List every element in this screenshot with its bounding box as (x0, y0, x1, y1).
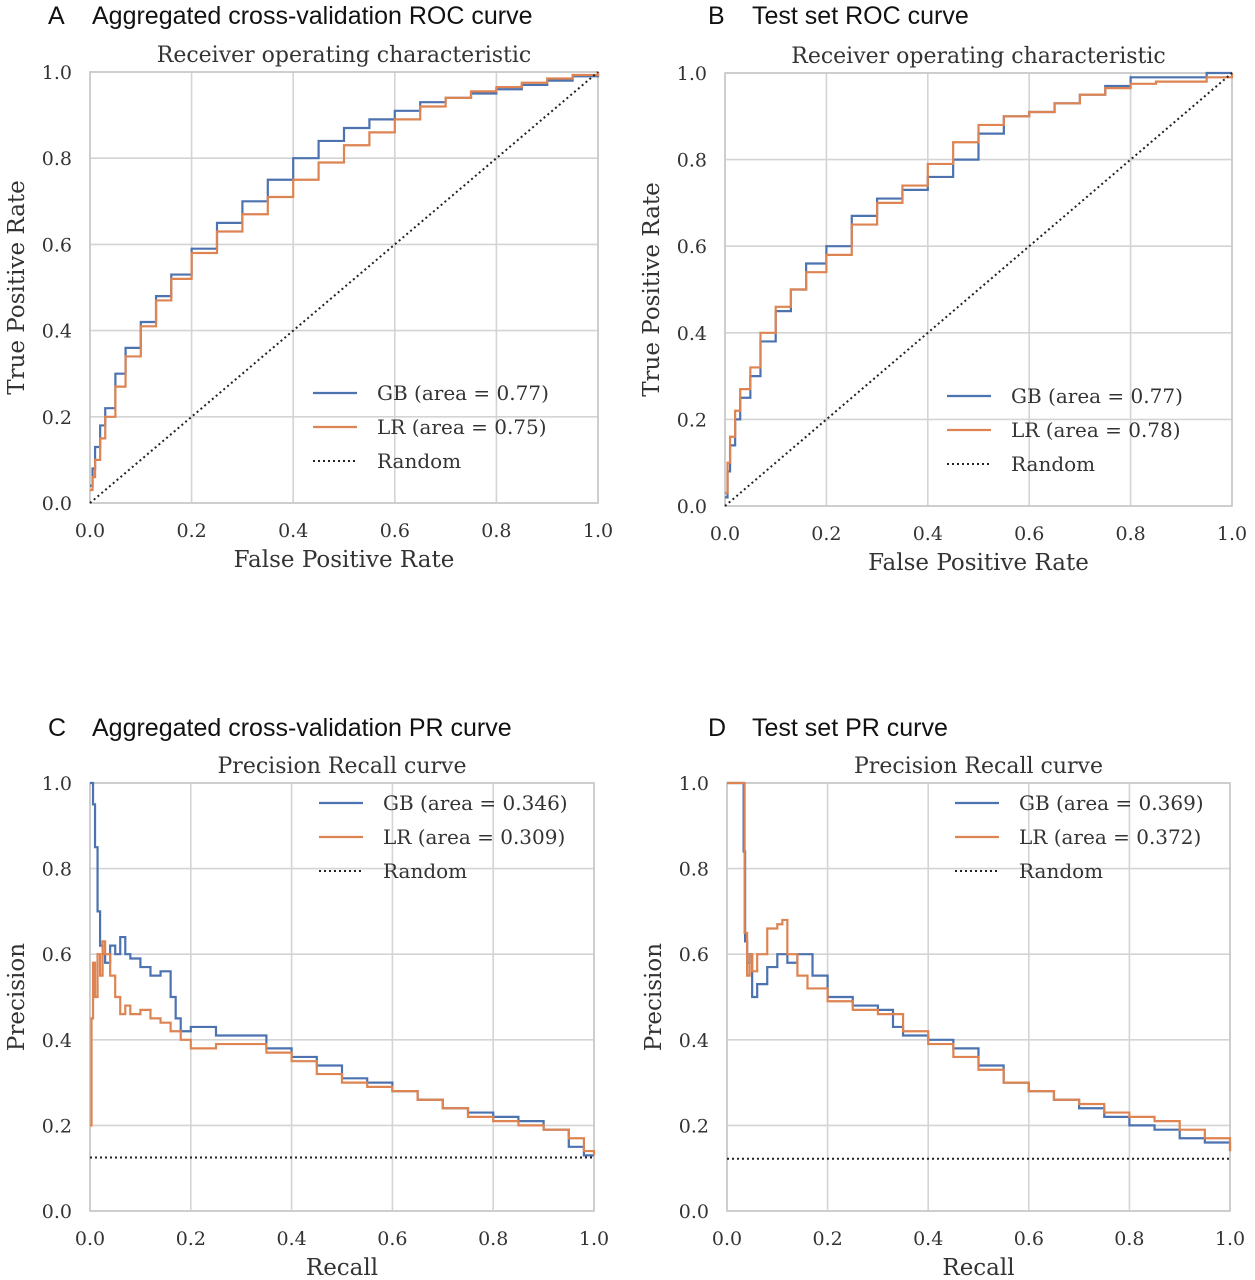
chart-title: Precision Recall curve (854, 754, 1103, 779)
legend-label-lr: LR (area = 0.309) (383, 825, 565, 849)
y-tick-label: 1.0 (677, 63, 707, 85)
plot-frame (724, 72, 1233, 507)
chart-title: Receiver operating characteristic (157, 43, 531, 68)
y-tick-label: 0.8 (42, 859, 72, 881)
x-tick-label: 0.8 (1114, 1228, 1144, 1250)
x-tick-label: 0.0 (710, 523, 740, 545)
panel-label: A (48, 2, 65, 30)
x-tick-label: 0.4 (913, 523, 943, 545)
x-tick-label: 0.0 (712, 1228, 742, 1250)
y-tick-label: 0.6 (677, 236, 707, 258)
legend-label-random: Random (1011, 452, 1095, 476)
x-axis-label: Recall (306, 1255, 378, 1280)
panel-label: D (708, 714, 726, 742)
x-tick-label: 0.8 (481, 520, 511, 542)
y-axis-label: Precision (4, 943, 30, 1051)
y-tick-label: 0.2 (677, 409, 707, 431)
y-tick-label: 1.0 (679, 773, 709, 795)
y-tick-label: 0.4 (42, 321, 72, 343)
series-line-random (724, 72, 1233, 507)
x-tick-label: 1.0 (1217, 523, 1247, 545)
y-axis-label: True Positive Rate (4, 180, 30, 395)
y-tick-label: 0.6 (42, 234, 72, 256)
x-tick-label: 0.0 (75, 1228, 105, 1250)
x-tick-label: 1.0 (583, 520, 613, 542)
series-line-lr (90, 72, 600, 492)
legend-label-lr: LR (area = 0.78) (1011, 418, 1181, 442)
panel-title: Test set ROC curve (752, 2, 969, 30)
legend-label-random: Random (383, 859, 467, 883)
plot-frame (89, 782, 595, 1212)
y-tick-label: 0.8 (679, 859, 709, 881)
x-tick-label: 0.2 (811, 523, 841, 545)
legend-label-gb: GB (area = 0.77) (377, 381, 549, 405)
y-tick-label: 1.0 (42, 773, 72, 795)
y-tick-label: 0.8 (42, 148, 72, 170)
x-tick-label: 0.4 (278, 520, 308, 542)
legend-label-lr: LR (area = 0.75) (377, 415, 547, 439)
x-tick-label: 0.8 (478, 1228, 508, 1250)
x-axis-label: False Positive Rate (234, 547, 455, 573)
panel-title: Aggregated cross-validation PR curve (92, 714, 512, 742)
plot-frame (726, 782, 1231, 1212)
y-axis-label: True Positive Rate (639, 182, 665, 397)
x-tick-label: 0.8 (1115, 523, 1145, 545)
legend-label-gb: GB (area = 0.77) (1011, 384, 1183, 408)
y-tick-label: 0.6 (42, 944, 72, 966)
series-line-random (89, 71, 599, 504)
panel-b: B Test set ROC curve Receiver operating ch… (639, 2, 1247, 576)
panel-c: C Aggregated cross-validation PR curve Pre… (4, 714, 609, 1280)
y-tick-label: 0.8 (677, 150, 707, 172)
legend-label-random: Random (1019, 859, 1103, 883)
x-tick-label: 0.4 (276, 1228, 306, 1250)
y-tick-label: 0.2 (679, 1115, 709, 1137)
series-line-lr (90, 940, 596, 1156)
panel-title: Test set PR curve (752, 714, 948, 742)
y-tick-label: 0.0 (42, 493, 72, 515)
panel-title: Aggregated cross-validation ROC curve (92, 2, 532, 30)
y-axis-label: Precision (641, 943, 667, 1051)
y-tick-label: 0.0 (679, 1201, 709, 1223)
x-tick-label: 0.6 (1014, 523, 1044, 545)
y-tick-label: 0.4 (677, 323, 707, 345)
x-tick-label: 0.2 (176, 520, 206, 542)
series-line-lr (727, 781, 1232, 1152)
x-tick-label: 1.0 (579, 1228, 609, 1250)
legend-label-random: Random (377, 449, 461, 473)
y-tick-label: 0.0 (677, 496, 707, 518)
y-tick-label: 0.2 (42, 1115, 72, 1137)
legend-label-gb: GB (area = 0.346) (383, 791, 568, 815)
y-tick-label: 0.6 (679, 944, 709, 966)
chart-title: Precision Recall curve (218, 754, 467, 779)
y-tick-label: 0.2 (42, 407, 72, 429)
y-tick-label: 0.0 (42, 1201, 72, 1223)
y-tick-label: 0.4 (679, 1030, 709, 1052)
legend-label-gb: GB (area = 0.369) (1019, 791, 1204, 815)
x-tick-label: 0.2 (176, 1228, 206, 1250)
x-tick-label: 0.6 (380, 520, 410, 542)
y-tick-label: 1.0 (42, 62, 72, 84)
plot-frame (89, 71, 599, 504)
panel-label: B (708, 2, 725, 30)
x-tick-label: 0.6 (377, 1228, 407, 1250)
chart-title: Receiver operating characteristic (791, 44, 1165, 69)
x-axis-label: False Positive Rate (868, 550, 1089, 576)
panel-a: A Aggregated cross-validation ROC curve Re… (4, 2, 613, 573)
x-tick-label: 0.6 (1014, 1228, 1044, 1250)
x-tick-label: 0.4 (913, 1228, 943, 1250)
panel-d: D Test set PR curve Precision Recall curve… (641, 714, 1245, 1280)
legend-label-lr: LR (area = 0.372) (1019, 825, 1201, 849)
series-line-lr (725, 73, 1234, 495)
x-tick-label: 0.0 (75, 520, 105, 542)
x-tick-label: 1.0 (1215, 1228, 1245, 1250)
x-tick-label: 0.2 (812, 1228, 842, 1250)
panel-label: C (48, 714, 66, 742)
y-tick-label: 0.4 (42, 1030, 72, 1052)
x-axis-label: Recall (942, 1255, 1014, 1280)
